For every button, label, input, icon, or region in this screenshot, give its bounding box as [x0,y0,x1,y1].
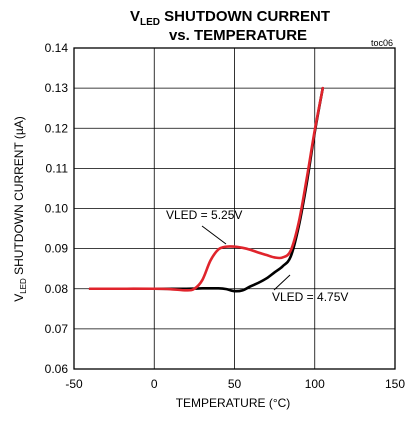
chart-title-subscript: LED [140,17,160,28]
annotation-leader-vled-4-75 [273,274,291,291]
y-tick-label: 0.13 [45,81,69,95]
y-tick-label: 0.10 [45,202,69,216]
plot-frame [73,47,396,370]
y-tick-label: 0.06 [45,362,69,376]
annotation-vled-5-25: VLED = 5.25V [166,208,242,222]
annotation-vled-4-75: VLED = 4.75V [272,290,348,304]
annotation-leader-vled-5-25 [201,225,227,245]
series-lines [88,86,325,293]
x-axis-label: TEMPERATURE (°C) [176,396,291,410]
y-axis-label-prefix: V [12,294,26,302]
y-axis-label-suffix: SHUTDOWN CURRENT (µA) [12,116,26,278]
chart-title-line1: VLED SHUTDOWN CURRENT [130,8,330,28]
y-axis-label: VLED SHUTDOWN CURRENT (µA) [12,116,28,302]
chart-title-line2: vs. TEMPERATURE [169,27,307,44]
series-line-vled-5-25 [88,86,325,292]
x-tick-label: 0 [151,377,158,391]
grid [74,48,395,369]
y-tick-label: 0.08 [45,282,69,296]
y-tick-labels: 0.06 0.07 0.08 0.09 0.10 0.11 0.12 0.13 0.14 [45,41,69,376]
chart-tag: toc06 [371,38,393,48]
y-tick-label: 0.11 [46,161,69,175]
chart-title-prefix: V [130,8,140,25]
x-tick-labels: -50 0 50 100 150 [65,377,405,391]
series-line-vled-4-75 [88,86,325,293]
x-tick-label: -50 [65,377,83,391]
y-tick-label: 0.09 [45,242,69,256]
x-tick-label: 150 [385,377,405,391]
y-tick-label: 0.12 [45,121,69,135]
x-tick-label: 100 [305,377,325,391]
y-tick-label: 0.07 [45,322,69,336]
chart-title-suffix: SHUTDOWN CURRENT [160,8,330,25]
y-tick-label: 0.14 [45,41,69,55]
x-tick-label: 50 [228,377,242,391]
y-axis-label-subscript: LED [19,278,28,294]
